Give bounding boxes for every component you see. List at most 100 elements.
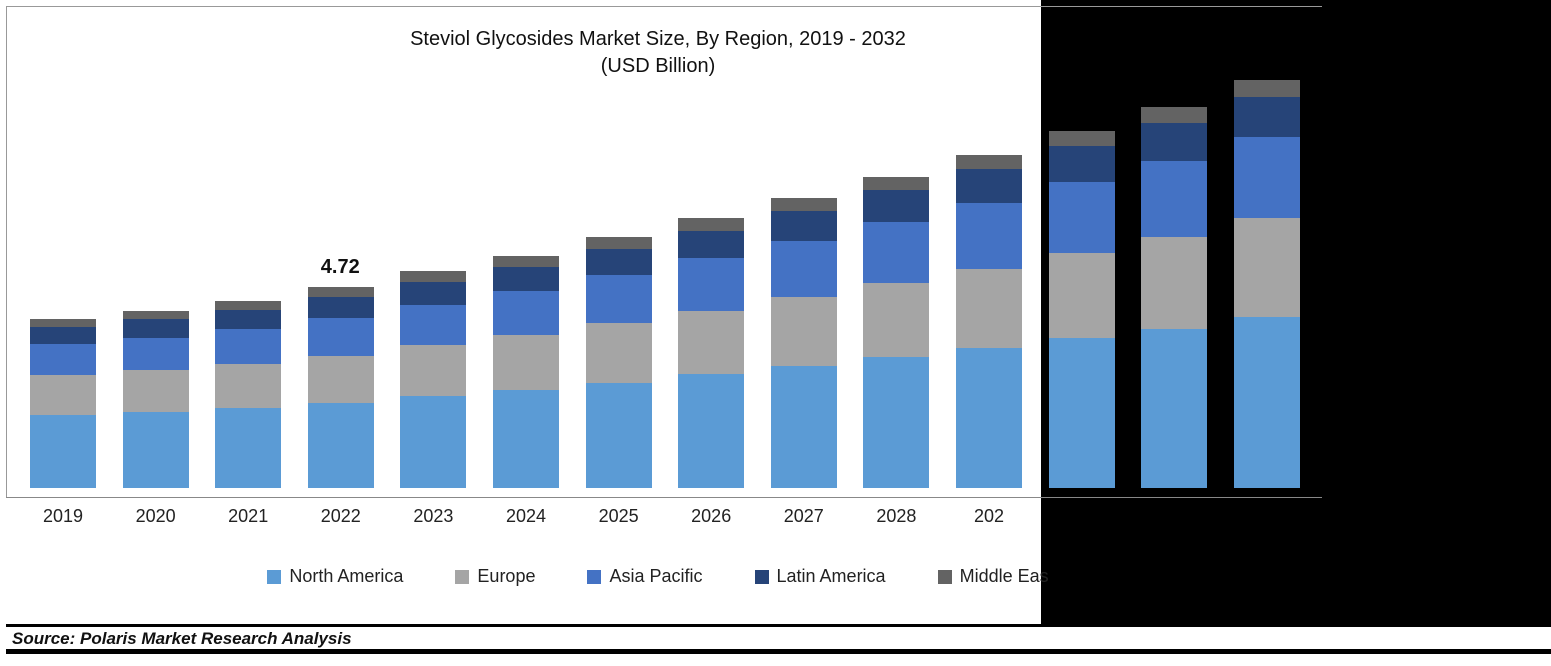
bar-segment-europe	[400, 345, 466, 396]
legend-swatch	[587, 570, 601, 584]
bar-segment-europe	[586, 323, 652, 382]
x-tick-label: 202	[944, 506, 1034, 527]
bar-segment-asia_pacific	[586, 275, 652, 323]
legend-label: Europe	[477, 566, 535, 587]
bar-segment-middle_east	[678, 218, 744, 230]
legend-swatch	[938, 570, 952, 584]
bar-segment-latin_america	[123, 319, 189, 337]
bar-segment-latin_america	[1234, 97, 1300, 137]
bar-segment-europe	[215, 364, 281, 408]
bar-segment-north_america	[123, 412, 189, 488]
bar-segment-middle_east	[308, 287, 374, 297]
bar-segment-latin_america	[586, 249, 652, 275]
bar-group	[586, 237, 652, 488]
bar-segment-north_america	[678, 374, 744, 488]
bar-segment-latin_america	[771, 211, 837, 241]
bar-segment-middle_east	[771, 198, 837, 211]
legend-label: North America	[289, 566, 403, 587]
bar-segment-middle_east	[123, 311, 189, 320]
bar-segment-north_america	[30, 415, 96, 488]
legend-item-asia_pacific: Asia Pacific	[587, 566, 702, 587]
bar-segment-latin_america	[1049, 146, 1115, 182]
bar-group	[956, 155, 1022, 488]
bar-segment-latin_america	[1141, 123, 1207, 161]
plot-area: 4.72	[18, 18, 1316, 488]
legend-label: Latin America	[777, 566, 886, 587]
x-axis-line	[6, 497, 1322, 498]
bar-group	[400, 271, 466, 488]
bar-segment-europe	[1141, 237, 1207, 329]
chart-subtitle: (USD Billion)	[0, 55, 1316, 78]
bar-segment-latin_america	[400, 282, 466, 305]
bar-segment-asia_pacific	[1141, 161, 1207, 237]
legend-item-latin_america: Latin America	[755, 566, 886, 587]
bar-segment-north_america	[1141, 329, 1207, 488]
bar-segment-north_america	[1234, 317, 1300, 488]
bar-segment-europe	[678, 311, 744, 375]
x-tick-label: 2019	[18, 506, 108, 527]
legend-item-europe: Europe	[455, 566, 535, 587]
x-tick-label: 2028	[851, 506, 941, 527]
bar-segment-europe	[1234, 218, 1300, 317]
bar-segment-middle_east	[215, 301, 281, 310]
bar-segment-europe	[493, 335, 559, 390]
bar-segment-europe	[123, 370, 189, 412]
bar-segment-latin_america	[956, 169, 1022, 203]
x-tick-label: 2020	[111, 506, 201, 527]
bar-segment-middle_east	[1141, 107, 1207, 123]
bar-segment-asia_pacific	[123, 338, 189, 371]
bar-group	[1234, 80, 1300, 488]
bar-group	[123, 311, 189, 488]
x-tick-label: 2023	[388, 506, 478, 527]
bar-segment-europe	[771, 297, 837, 366]
bar-segment-latin_america	[215, 310, 281, 330]
bar-segment-north_america	[586, 383, 652, 488]
bar-segment-middle_east	[956, 155, 1022, 169]
bar-segment-north_america	[493, 390, 559, 488]
bar-group	[1141, 107, 1207, 488]
bar-segment-asia_pacific	[863, 222, 929, 282]
bar-segment-asia_pacific	[771, 241, 837, 297]
bar-segment-middle_east	[493, 256, 559, 267]
bar-segment-latin_america	[863, 190, 929, 222]
legend-swatch	[267, 570, 281, 584]
bar-segment-latin_america	[678, 231, 744, 259]
bar-segment-latin_america	[308, 297, 374, 318]
x-axis-labels: 2019202020212022202320242025202620272028…	[18, 506, 1316, 532]
bar-segment-europe	[863, 283, 929, 357]
legend: North America Europe Asia Pacific Latin Ame…	[0, 566, 1316, 589]
bar-segment-latin_america	[30, 327, 96, 344]
bar-segment-asia_pacific	[400, 305, 466, 346]
x-tick-label: 2026	[666, 506, 756, 527]
bars-layer	[18, 18, 1316, 488]
bar-segment-europe	[956, 269, 1022, 349]
bar-group	[863, 177, 929, 488]
bar-segment-asia_pacific	[215, 329, 281, 364]
bar-segment-asia_pacific	[308, 318, 374, 356]
bar-segment-middle_east	[30, 319, 96, 327]
bar-segment-asia_pacific	[678, 258, 744, 310]
legend-label: Middle Eas	[960, 566, 1049, 587]
legend-swatch	[455, 570, 469, 584]
bar-segment-north_america	[215, 408, 281, 488]
bar-segment-middle_east	[1049, 131, 1115, 147]
chart-container: Steviol Glycosides Market Size, By Regio…	[0, 0, 1551, 666]
bar-segment-latin_america	[493, 267, 559, 292]
legend-label: Asia Pacific	[609, 566, 702, 587]
bar-group	[30, 319, 96, 488]
legend-item-middle_east: Middle Eas	[938, 566, 1049, 587]
bar-group	[308, 287, 374, 488]
bar-segment-north_america	[400, 396, 466, 488]
bar-segment-middle_east	[1234, 80, 1300, 97]
bar-segment-asia_pacific	[956, 203, 1022, 268]
x-tick-label: 2022	[296, 506, 386, 527]
bar-segment-north_america	[771, 366, 837, 488]
bar-segment-asia_pacific	[1049, 182, 1115, 252]
bar-segment-north_america	[308, 403, 374, 488]
x-tick-label: 2024	[481, 506, 571, 527]
legend-item-north_america: North America	[267, 566, 403, 587]
bar-segment-asia_pacific	[30, 344, 96, 375]
chart-titles: Steviol Glycosides Market Size, By Regio…	[0, 28, 1316, 78]
value-annotation: 4.72	[321, 256, 360, 279]
bar-segment-europe	[1049, 253, 1115, 339]
